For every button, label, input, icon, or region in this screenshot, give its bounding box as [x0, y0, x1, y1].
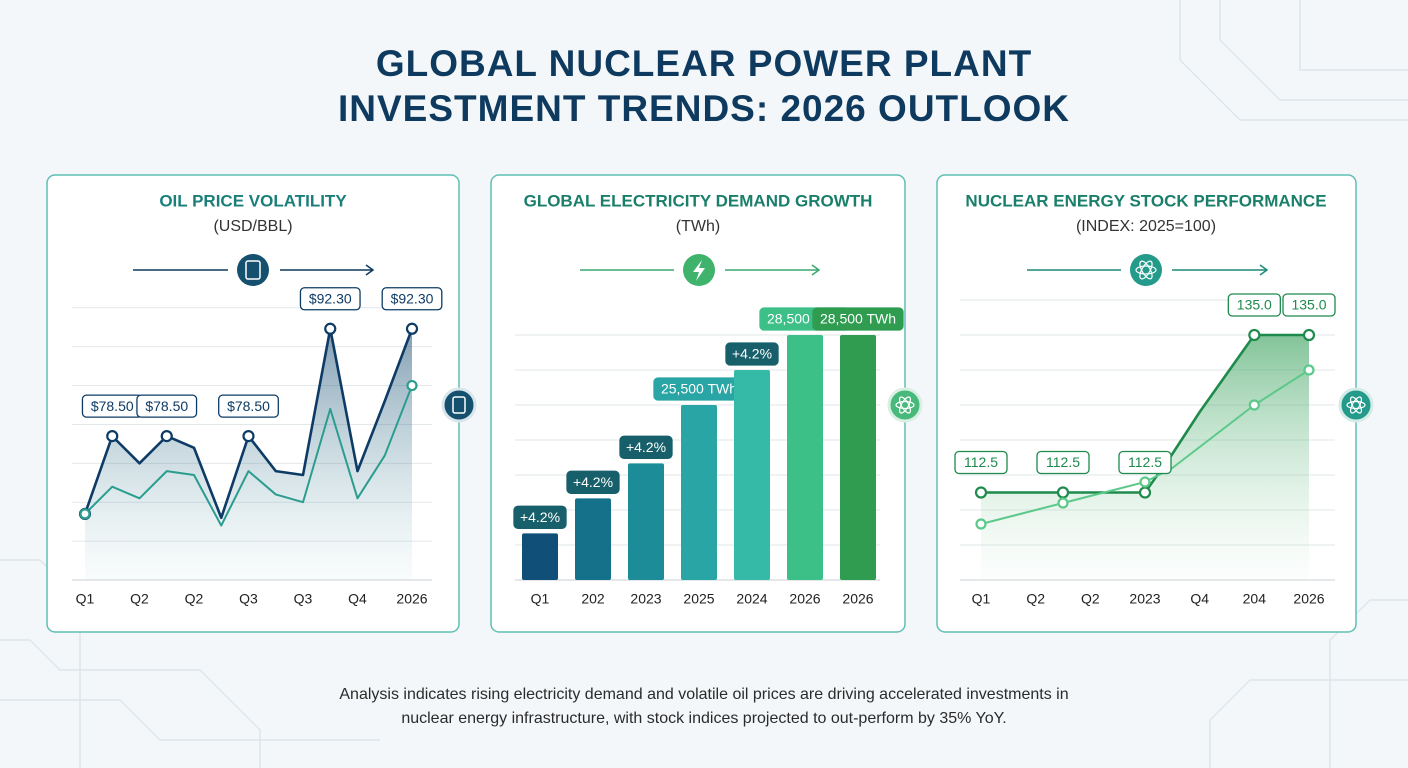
- point: [1302, 328, 1316, 342]
- x-tick-label: Q2: [1026, 591, 1045, 607]
- point: [1056, 486, 1070, 499]
- data-label: $92.30: [391, 290, 434, 306]
- bar: [681, 405, 717, 580]
- x-tick-label: Q1: [76, 591, 95, 607]
- data-label: +4.2%: [573, 474, 613, 490]
- chart-title: NUCLEAR ENERGY STOCK PERFORMANCE: [965, 191, 1326, 210]
- point: [160, 430, 173, 443]
- data-label-box: [381, 287, 443, 311]
- chart: OIL PRICE VOLATILITY (USD/BBL) Q1 Q2 Q2 Q3 Q3 Q…: [72, 191, 443, 607]
- chart-title: OIL PRICE VOLATILITY: [159, 191, 347, 210]
- data-label-box: [1227, 293, 1281, 317]
- x-tick-label: 204: [1243, 591, 1267, 607]
- point: [1138, 486, 1152, 499]
- chart-subtitle: (INDEX: 2025=100): [1076, 218, 1216, 235]
- chart: NUCLEAR ENERGY STOCK PERFORMANCE (INDEX: …: [954, 191, 1336, 607]
- point: [1248, 328, 1261, 342]
- footer-text: nuclear energy infrastructure, with stoc…: [401, 710, 1006, 727]
- x-tick-label: 2026: [842, 591, 873, 607]
- data-label: +4.2%: [626, 439, 666, 455]
- x-tick-label: 202: [581, 591, 605, 607]
- chart-subtitle: (TWh): [676, 218, 720, 235]
- x-tick-label: Q2: [130, 591, 149, 607]
- bar: [522, 533, 558, 580]
- page-title: GLOBAL NUCLEAR POWER PLANT: [376, 43, 1032, 84]
- data-label-box: [513, 505, 567, 529]
- page-title: INVESTMENT TRENDS: 2026 OUTLOOK: [338, 88, 1070, 129]
- point: [324, 322, 337, 335]
- area: [85, 328, 412, 580]
- point: [1057, 497, 1069, 509]
- data-label: 112.5: [1046, 454, 1080, 470]
- x-tick-label: 2024: [736, 591, 767, 607]
- x-tick-label: 2026: [1293, 591, 1324, 607]
- data-label: $92.30: [309, 290, 352, 306]
- chart-title: GLOBAL ELECTRICITY DEMAND GROWTH: [524, 191, 873, 210]
- x-tick-label: 2026: [396, 591, 427, 607]
- bar: [734, 370, 770, 580]
- chart-subtitle: (USD/BBL): [213, 218, 292, 235]
- data-label: $78.50: [227, 398, 270, 414]
- x-tick-label: Q4: [348, 591, 367, 607]
- point: [975, 518, 987, 530]
- point: [1248, 399, 1260, 411]
- bar: [787, 335, 823, 580]
- data-label: 135.0: [1237, 297, 1272, 313]
- point: [1303, 364, 1315, 376]
- x-tick-label: Q3: [294, 591, 313, 607]
- data-label: $78.50: [145, 398, 188, 414]
- point: [242, 430, 255, 443]
- point: [406, 379, 418, 392]
- data-label-box: [812, 307, 904, 331]
- bar: [628, 463, 664, 580]
- data-label-box: [566, 470, 620, 494]
- data-label-box: [136, 394, 198, 418]
- x-tick-label: Q1: [972, 591, 991, 607]
- data-label: 112.5: [1128, 454, 1162, 470]
- data-label: 112.5: [964, 454, 998, 470]
- data-label: $78.50: [91, 398, 134, 414]
- data-label-box: [299, 287, 361, 311]
- x-tick-label: 2026: [789, 591, 820, 607]
- x-tick-label: Q3: [239, 591, 258, 607]
- x-tick-label: 2023: [1129, 591, 1160, 607]
- panel-icons: [133, 254, 1374, 423]
- x-tick-label: Q2: [1081, 591, 1100, 607]
- data-label: 25,500 TWh: [661, 381, 737, 397]
- point: [1139, 476, 1151, 488]
- data-label: +4.2%: [520, 509, 560, 525]
- data-label: +4.2%: [732, 346, 772, 362]
- x-tick-label: Q1: [531, 591, 550, 607]
- data-label-box: [218, 394, 279, 418]
- bar: [575, 498, 611, 580]
- chart: GLOBAL ELECTRICITY DEMAND GROWTH (TWh) Q1 2…: [513, 191, 904, 607]
- line: [84, 385, 413, 527]
- area: [981, 335, 1309, 580]
- point: [79, 508, 91, 520]
- x-tick-label: Q4: [1190, 591, 1209, 607]
- point: [974, 486, 988, 499]
- data-label-box: [954, 450, 1008, 475]
- x-tick-label: Q2: [185, 591, 204, 607]
- data-label: 135.0: [1291, 297, 1326, 313]
- bar: [840, 335, 876, 580]
- data-label-box: [1036, 450, 1090, 475]
- point: [405, 322, 419, 335]
- data-label-box: [725, 342, 779, 366]
- data-label-box: [1118, 450, 1172, 475]
- x-tick-label: 2023: [630, 591, 661, 607]
- point: [106, 430, 119, 443]
- data-label: 28,500 TWh: [820, 311, 896, 327]
- data-label-box: [1282, 293, 1336, 317]
- x-tick-label: 2025: [683, 591, 714, 607]
- data-label-box: [619, 435, 673, 459]
- footer-text: Analysis indicates rising electricity de…: [339, 686, 1068, 703]
